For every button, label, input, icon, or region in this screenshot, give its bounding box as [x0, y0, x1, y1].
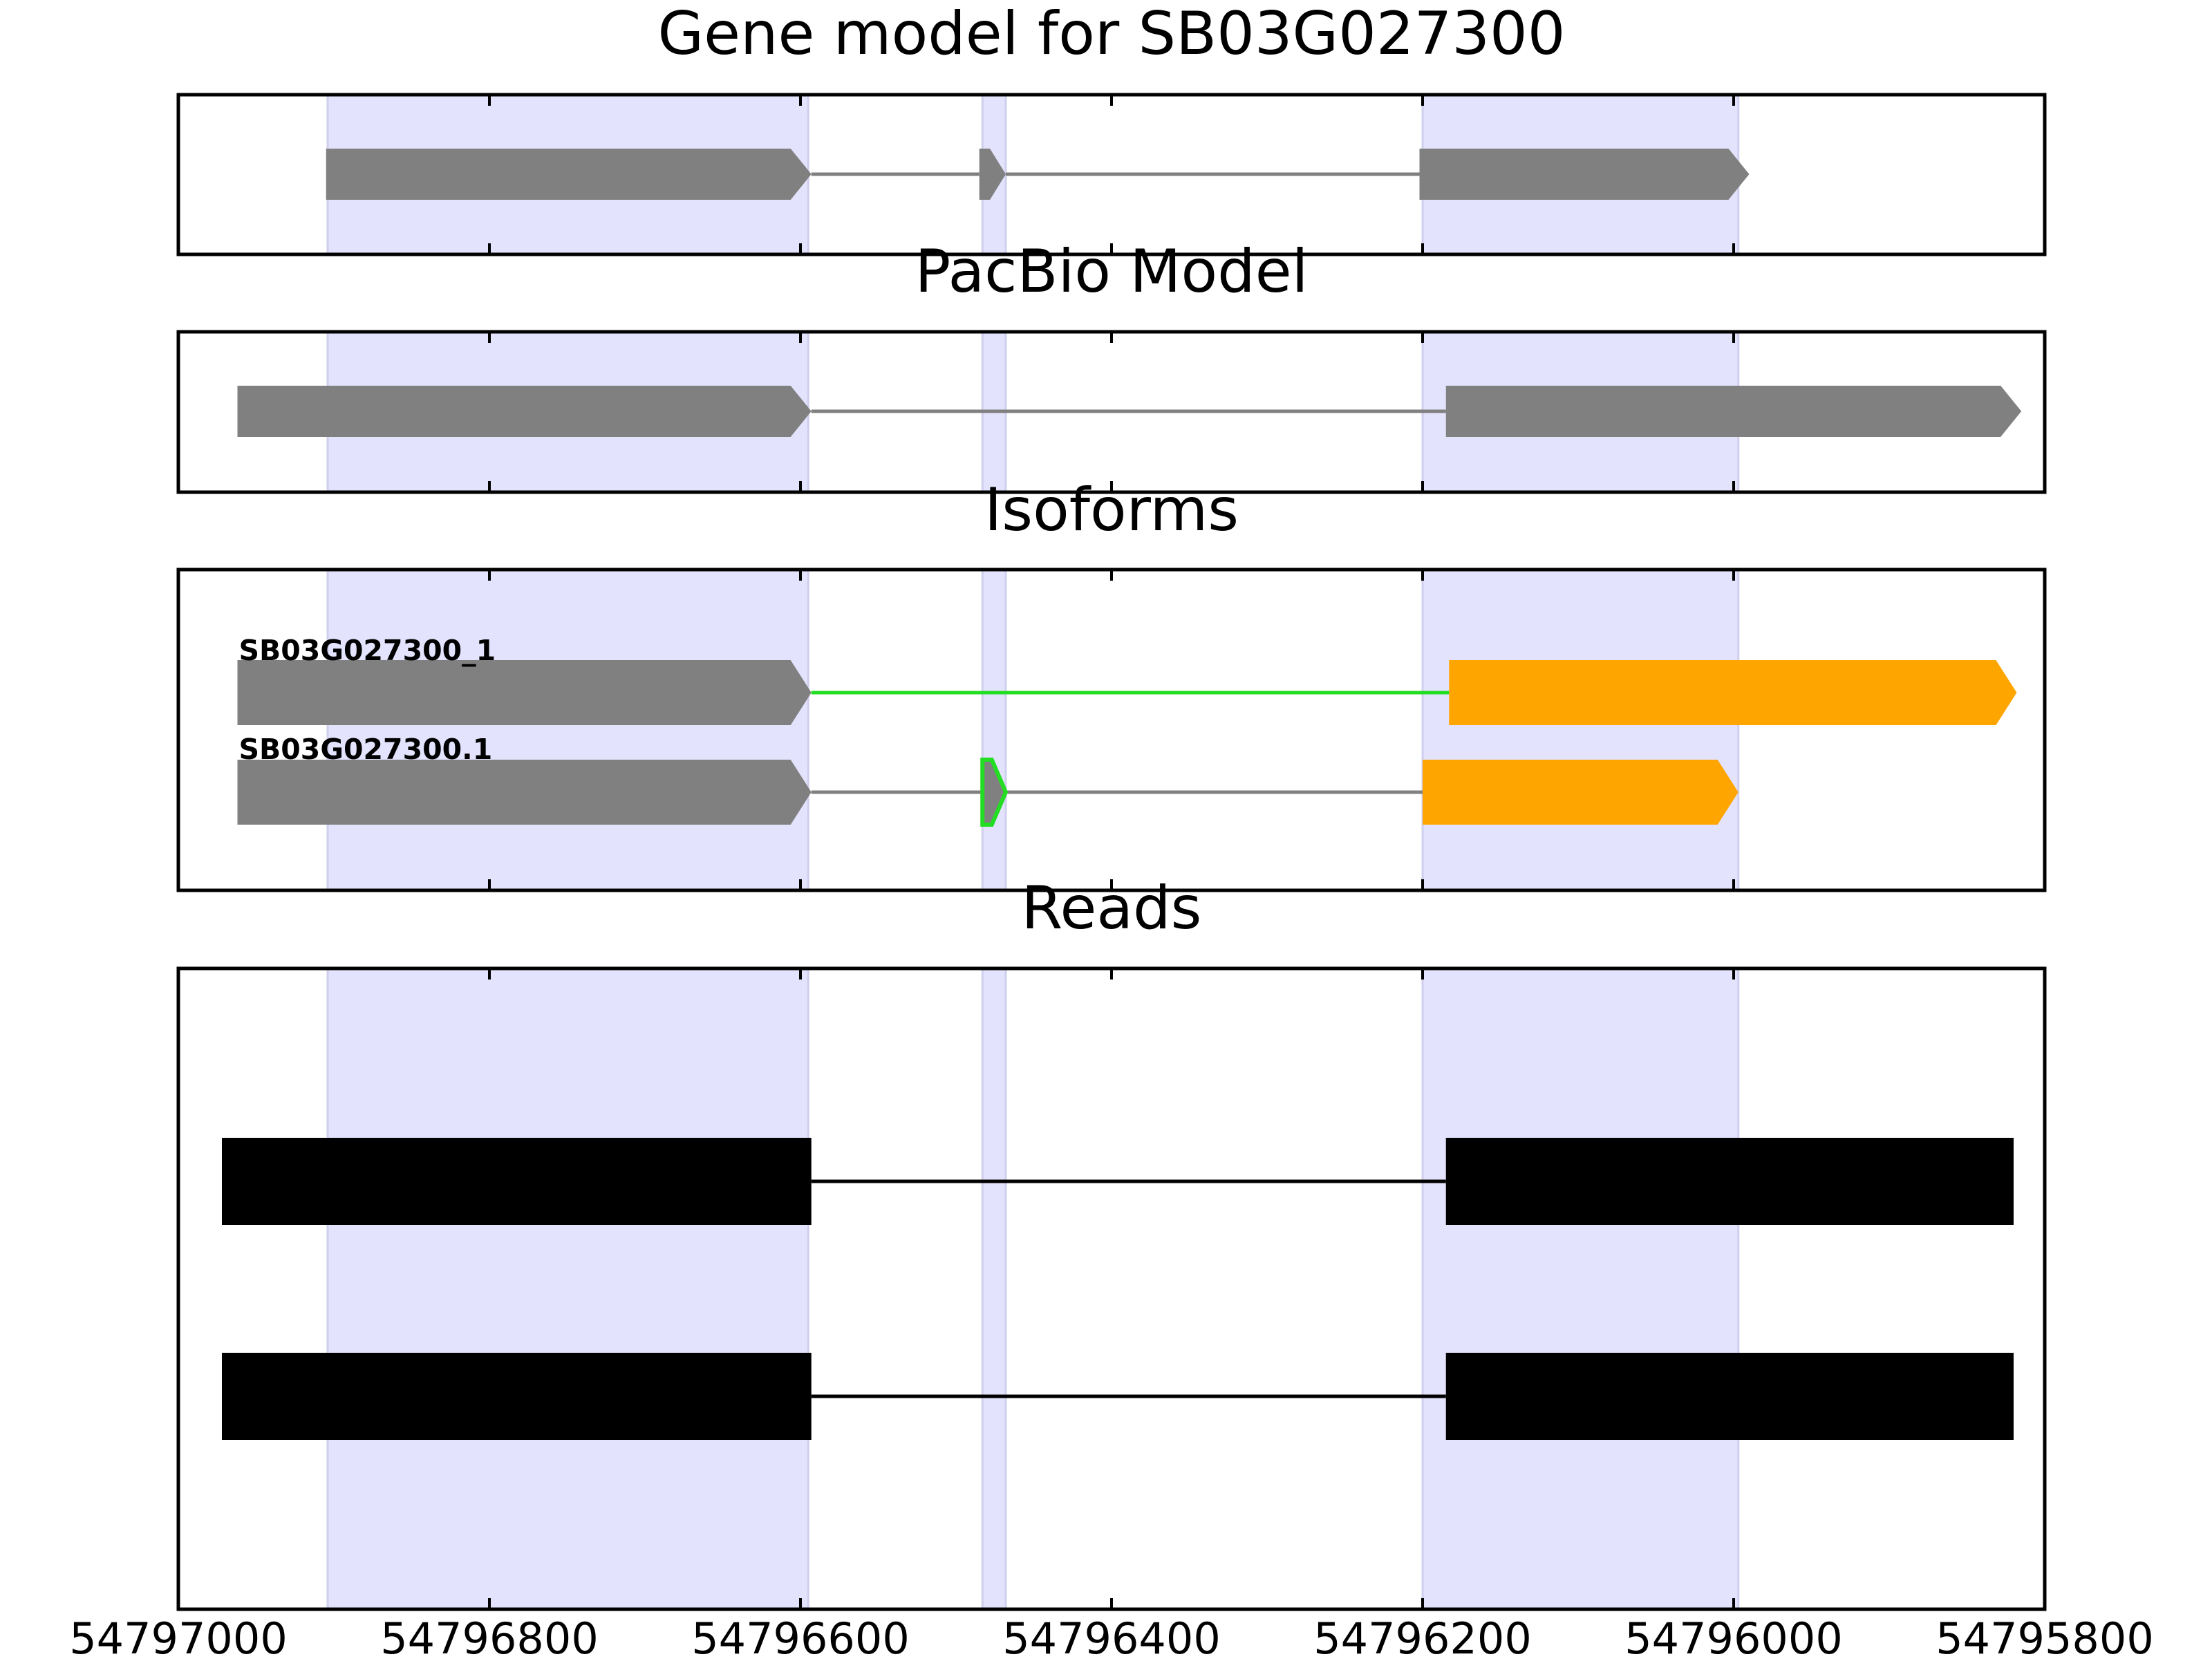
read-block-1-1 [222, 1138, 812, 1225]
x-tick-label-2: 54796800 [380, 1613, 599, 1659]
panel-title-4: Reads [1022, 874, 1202, 943]
isoform-label-2: SB03G027300.1 [239, 733, 493, 766]
exon-arrow-1-2 [1449, 660, 2017, 725]
exon-arrow-1-2 [979, 149, 1006, 200]
exon-highlight-band-2 [981, 967, 1007, 1611]
read-block-2-1 [222, 1353, 812, 1440]
x-tick-label-3: 54796600 [691, 1613, 910, 1659]
exon-arrow-1-1 [326, 149, 812, 200]
isoform-label-1: SB03G027300_1 [239, 634, 496, 667]
exon-arrow-1-3 [1419, 149, 1750, 200]
exon-arrow-1-2 [1445, 386, 2022, 437]
x-tick-label-4: 54796400 [1002, 1613, 1221, 1659]
exon-arrow-1-1 [237, 660, 812, 725]
exon-arrow-2-3 [1423, 760, 1738, 825]
exon-highlight-band-1 [326, 568, 809, 892]
panel-title-2: PacBio Model [915, 237, 1308, 306]
read-block-1-2 [1445, 1138, 2014, 1225]
x-tick-label-1: 54797000 [69, 1613, 288, 1659]
read-block-2-2 [1445, 1353, 2014, 1440]
x-tick-label-7: 54795800 [1936, 1613, 2154, 1659]
exon-arrow-2-2 [980, 758, 1009, 827]
exon-arrow-2-1 [237, 760, 812, 825]
exon-highlight-band-1 [326, 967, 809, 1611]
x-tick-label-5: 54796200 [1313, 1613, 1532, 1659]
panel-title-3: Isoforms [984, 476, 1239, 545]
panel-title-1: Gene model for SB03G027300 [658, 0, 1566, 68]
exon-highlight-band-3 [1421, 568, 1740, 892]
exon-highlight-band-2 [981, 568, 1007, 892]
x-tick-label-6: 54796000 [1624, 1613, 1843, 1659]
exon-arrow-1-1 [237, 386, 812, 437]
exon-highlight-band-3 [1421, 967, 1740, 1611]
